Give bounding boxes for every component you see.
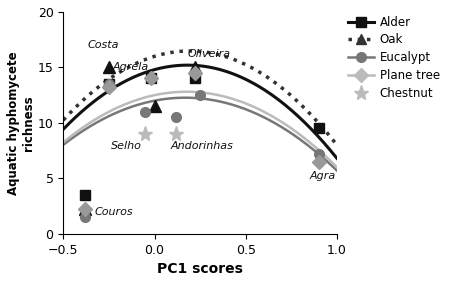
X-axis label: PC1 scores: PC1 scores bbox=[157, 262, 243, 276]
Text: Oliveira: Oliveira bbox=[187, 48, 230, 59]
Y-axis label: Aquatic hyphomycete
richness: Aquatic hyphomycete richness bbox=[7, 51, 35, 195]
Text: Couros: Couros bbox=[94, 207, 133, 217]
Text: Agra: Agra bbox=[310, 171, 336, 181]
Text: Selho: Selho bbox=[111, 141, 142, 151]
Text: Andorinhas: Andorinhas bbox=[171, 141, 234, 151]
Text: Agrela: Agrela bbox=[112, 62, 149, 72]
Legend: Alder, Oak, Eucalypt, Plane tree, Chestnut: Alder, Oak, Eucalypt, Plane tree, Chestn… bbox=[346, 13, 442, 102]
Text: Costa: Costa bbox=[87, 40, 118, 50]
